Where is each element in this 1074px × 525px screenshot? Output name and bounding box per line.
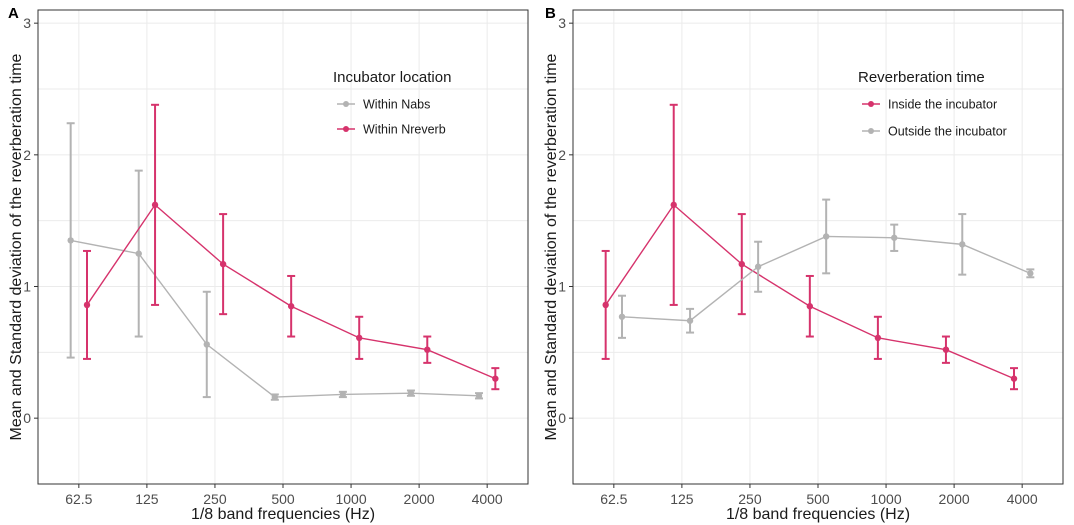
data-point (271, 393, 279, 401)
series-inside-the-incubator (601, 103, 1018, 391)
y-tick-label: 0 (558, 410, 566, 426)
y-tick-label: 3 (23, 15, 31, 31)
data-point (806, 303, 814, 310)
data-point (407, 389, 415, 397)
y-axis-title: Mean and Standard deviation of the rever… (8, 53, 25, 440)
legend-key-point (868, 101, 874, 107)
x-tick-label: 4000 (472, 491, 503, 507)
data-point (942, 346, 950, 353)
series-outside-the-incubator (618, 198, 1035, 339)
data-point (151, 201, 159, 209)
data-point (602, 301, 609, 309)
x-tick-label: 125 (135, 491, 159, 507)
legend-key-point (343, 126, 349, 132)
x-tick-label: 2000 (939, 491, 970, 507)
legend-label: Within Nreverb (363, 123, 446, 137)
y-tick-label: 2 (23, 147, 31, 163)
data-point (754, 263, 762, 270)
series-within-nreverb (83, 103, 500, 391)
data-point (822, 233, 830, 240)
data-point (618, 313, 626, 320)
data-point (959, 241, 966, 248)
legend-title: Reverberation time (858, 69, 985, 86)
data-point (686, 317, 694, 324)
x-tick-label: 1000 (335, 491, 366, 507)
x-tick-label: 62.5 (600, 491, 627, 507)
y-tick-label: 1 (558, 279, 566, 295)
legend-label: Within Nabs (363, 98, 430, 112)
y-axis-title: Mean and Standard deviation of the rever… (543, 53, 560, 440)
y-tick-label: 3 (558, 15, 566, 31)
legend: Incubator location Within Nabs Within Nrev… (333, 69, 451, 137)
panel-label: A (8, 5, 19, 22)
data-point (1027, 270, 1034, 277)
data-point (67, 237, 74, 244)
data-point (1010, 375, 1018, 382)
y-tick-label: 2 (558, 147, 566, 163)
x-axis-title: 1/8 band frequencies (Hz) (726, 506, 910, 523)
legend: Reverberation time Inside the incubator Ou… (858, 69, 1007, 139)
x-tick-label: 4000 (1007, 491, 1038, 507)
x-tick-label: 500 (271, 491, 295, 507)
x-tick-label: 62.5 (65, 491, 92, 507)
x-tick-label: 250 (203, 491, 227, 507)
data-point (356, 334, 363, 342)
series-within-nabs (66, 122, 483, 401)
legend-key-point (868, 128, 874, 134)
x-tick-label: 125 (670, 491, 694, 507)
data-point (203, 341, 210, 348)
data-point (219, 260, 227, 268)
y-tick-label: 0 (23, 410, 31, 426)
chart-panel-a: 0 1 2 3 62.5 125 250 500 1000 2000 4000 1/8 band fr… (8, 5, 529, 523)
x-axis-title: 1/8 band frequencies (Hz) (191, 506, 375, 523)
legend-label: Inside the incubator (888, 98, 997, 112)
panel-label: B (545, 5, 556, 22)
data-point (492, 375, 499, 382)
legend-title: Incubator location (333, 69, 451, 86)
data-point (339, 391, 347, 398)
chart-panel-b: 0 1 2 3 62.5 125 250 500 1000 2000 4000 1/8 band fr… (543, 5, 1064, 523)
series-line (70, 239, 480, 398)
data-point (83, 301, 91, 309)
data-point (135, 250, 142, 257)
data-point (738, 260, 745, 268)
x-tick-label: 2000 (404, 491, 435, 507)
x-tick-label: 250 (738, 491, 762, 507)
data-point (475, 392, 483, 399)
data-point (424, 346, 431, 353)
x-tick-label: 1000 (870, 491, 901, 507)
y-tick-label: 1 (23, 279, 31, 295)
legend-key-point (343, 101, 349, 107)
data-point (891, 234, 898, 241)
legend-label: Outside the incubator (888, 125, 1007, 139)
x-tick-label: 500 (806, 491, 830, 507)
data-point (874, 334, 882, 342)
data-point (287, 303, 295, 310)
data-point (670, 201, 677, 209)
